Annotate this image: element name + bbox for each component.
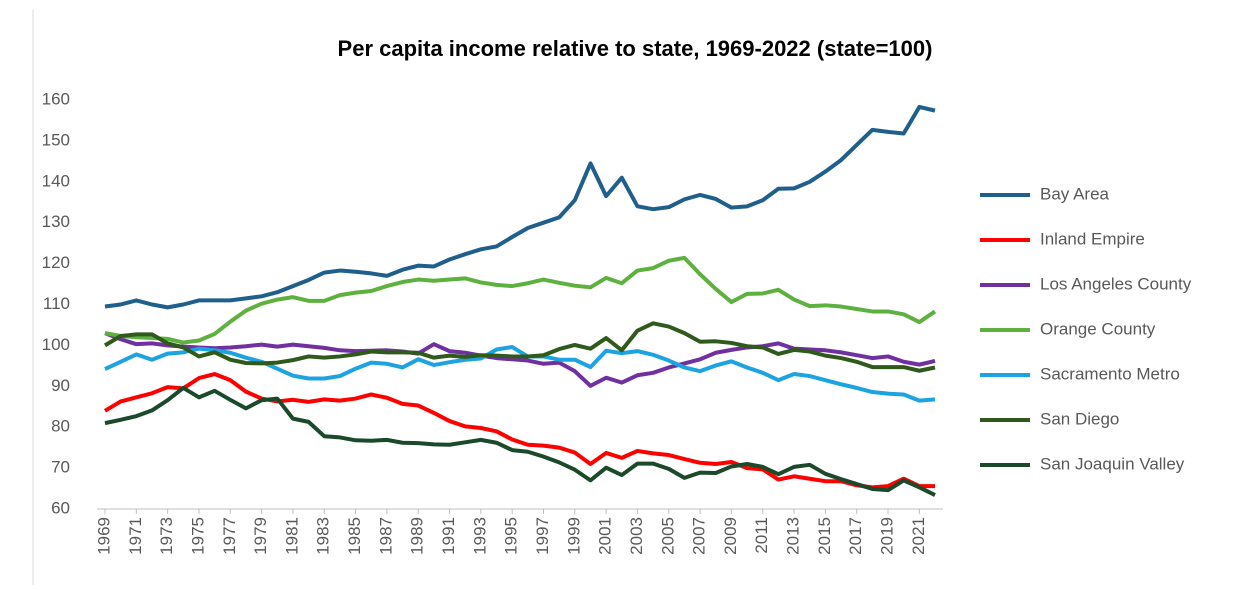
legend-label: Sacramento Metro [1040,364,1180,383]
x-tick-label: 1993 [470,517,489,555]
x-tick-label: 1983 [314,517,333,555]
x-tick-label: 1989 [408,517,427,555]
x-tick-label: 2019 [878,517,897,555]
x-tick-label: 2007 [690,517,709,555]
x-tick-label: 2015 [815,517,834,555]
series-line [103,372,935,490]
x-tick-label: 1995 [502,517,521,555]
x-tick-label: 1997 [533,517,552,555]
x-tick-label: 1991 [439,517,458,555]
x-tick-label: 1999 [564,517,583,555]
legend-label: Los Angeles County [1040,274,1192,293]
y-tick-label: 60 [51,498,70,517]
x-tick-label: 2013 [784,517,803,555]
y-tick-label: 70 [51,458,70,477]
x-tick-label: 1969 [94,517,113,555]
y-tick-label: 140 [42,171,70,190]
x-tick-label: 1981 [282,517,301,555]
legend-label: San Diego [1040,409,1119,428]
y-tick-label: 130 [42,212,70,231]
chart-title: Per capita income relative to state, 196… [338,36,933,61]
y-tick-label: 80 [51,417,70,436]
series-line [104,104,936,310]
y-tick-label: 160 [42,89,70,108]
series-line [104,345,936,403]
legend-label: San Joaquin Valley [1040,454,1185,473]
y-tick-label: 90 [51,376,70,395]
y-tick-label: 120 [42,253,70,272]
legend-label: Inland Empire [1040,229,1145,248]
x-tick-label: 2005 [658,517,677,555]
x-tick-label: 2011 [752,517,771,554]
series-line [103,321,936,373]
x-tick-label: 2009 [721,517,740,555]
x-tick-label: 1985 [345,517,364,555]
x-tick-label: 1977 [220,517,239,555]
x-tick-label: 1987 [376,517,395,555]
x-tick-label: 1979 [251,517,270,555]
y-tick-label: 100 [42,335,70,354]
legend-label: Orange County [1040,319,1156,338]
y-tick-label: 150 [42,130,70,149]
x-tick-label: 1971 [126,517,145,555]
legend-label: Bay Area [1040,184,1110,203]
x-tick-label: 1975 [188,517,207,555]
x-tick-label: 2021 [909,517,928,555]
y-tick-label: 110 [43,294,70,313]
series-line [104,385,936,497]
x-tick-label: 2001 [596,517,615,555]
x-tick-label: 1973 [157,517,176,555]
series-line [104,255,937,345]
x-tick-label: 2003 [627,517,646,555]
x-tick-label: 2017 [846,517,865,555]
